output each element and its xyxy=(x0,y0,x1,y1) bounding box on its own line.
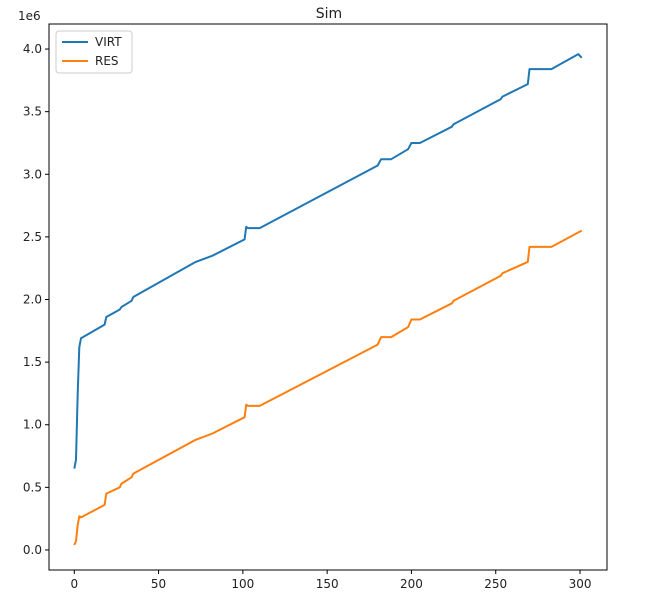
x-tick-label: 100 xyxy=(231,577,254,591)
chart-title: Sim xyxy=(316,6,342,22)
y-offset-label: 1e6 xyxy=(18,9,41,23)
series-line-res xyxy=(73,229,583,546)
y-tick-label: 2.0 xyxy=(23,293,42,307)
x-axis-ticks: 0 50 100 150 200 250 300 xyxy=(70,570,591,591)
legend-label-res: RES xyxy=(95,54,119,68)
plot-frame xyxy=(48,23,608,571)
y-tick-label: 1.0 xyxy=(23,418,42,432)
legend: VIRT RES xyxy=(55,30,133,74)
x-tick-label: 200 xyxy=(400,577,423,591)
y-tick-label: 0.0 xyxy=(23,543,42,557)
x-tick-label: 250 xyxy=(484,577,507,591)
x-tick-label: 150 xyxy=(316,577,339,591)
y-tick-label: 3.5 xyxy=(23,105,42,119)
series-layer xyxy=(73,53,583,546)
y-tick-label: 3.0 xyxy=(23,167,42,181)
x-tick-label: 300 xyxy=(569,577,592,591)
y-tick-label: 4.0 xyxy=(23,42,42,56)
legend-label-virt: VIRT xyxy=(95,35,122,49)
series-line-virt xyxy=(73,53,583,469)
x-tick-label: 50 xyxy=(151,577,166,591)
y-axis-ticks: 0.0 0.5 1.0 1.5 2.0 2.5 3.0 3.5 4.0 xyxy=(23,42,49,557)
y-tick-label: 2.5 xyxy=(23,230,42,244)
x-tick-label: 0 xyxy=(70,577,78,591)
y-tick-label: 0.5 xyxy=(23,480,42,494)
y-tick-label: 1.5 xyxy=(23,355,42,369)
